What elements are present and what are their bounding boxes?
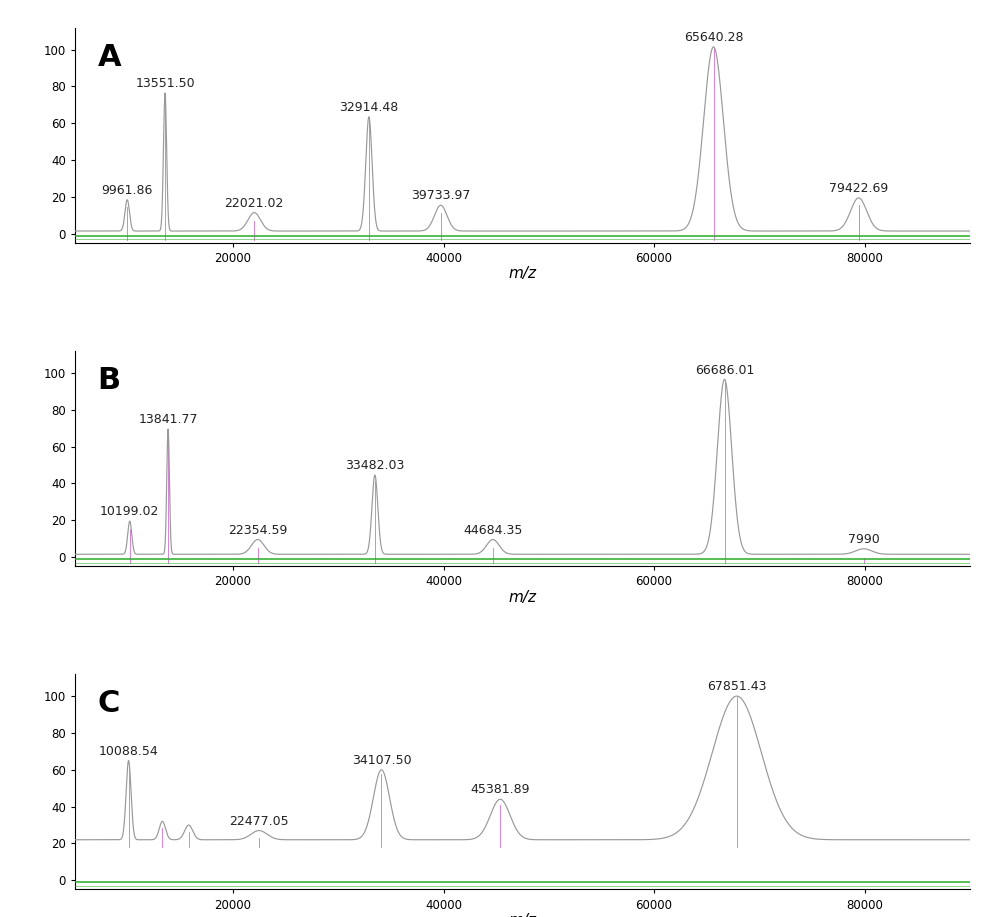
Text: 65640.28: 65640.28 (684, 31, 743, 44)
Text: 10199.02: 10199.02 (100, 505, 159, 518)
Text: 67851.43: 67851.43 (707, 680, 767, 693)
Text: 22354.59: 22354.59 (228, 524, 287, 536)
Text: 10088.54: 10088.54 (99, 745, 158, 757)
Text: 44684.35: 44684.35 (463, 524, 523, 536)
Text: 22021.02: 22021.02 (225, 197, 284, 210)
Text: 34107.50: 34107.50 (352, 754, 411, 767)
Text: 22477.05: 22477.05 (229, 815, 289, 828)
Text: 13841.77: 13841.77 (138, 414, 198, 426)
X-axis label: m/z: m/z (509, 267, 536, 282)
Text: 33482.03: 33482.03 (345, 459, 405, 472)
X-axis label: m/z: m/z (509, 913, 536, 917)
Text: 7990: 7990 (848, 533, 880, 546)
Text: 45381.89: 45381.89 (470, 783, 530, 797)
Text: 13551.50: 13551.50 (135, 77, 195, 90)
Text: C: C (97, 689, 120, 718)
Text: A: A (97, 42, 121, 72)
Text: 39733.97: 39733.97 (411, 190, 470, 203)
Text: 32914.48: 32914.48 (339, 101, 399, 114)
Text: 79422.69: 79422.69 (829, 182, 888, 195)
X-axis label: m/z: m/z (509, 590, 536, 604)
Text: 66686.01: 66686.01 (695, 363, 754, 377)
Text: B: B (97, 366, 120, 395)
Text: 9961.86: 9961.86 (102, 184, 153, 197)
